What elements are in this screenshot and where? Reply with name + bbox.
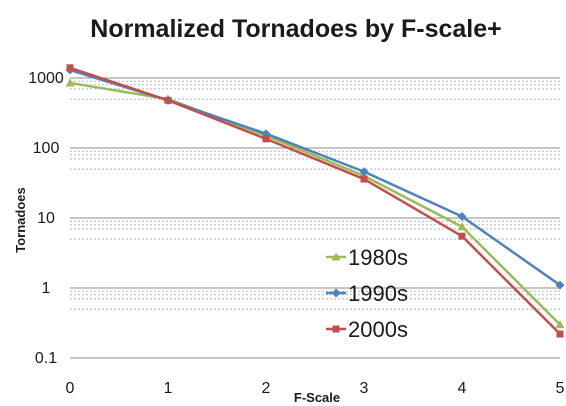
data-point xyxy=(332,325,340,333)
data-point xyxy=(457,212,467,222)
x-tick-label: 1 xyxy=(164,380,173,397)
legend: 1980s 1990s 2000s xyxy=(326,245,408,342)
legend-entry: 1990s xyxy=(326,281,408,306)
data-point xyxy=(556,330,564,338)
y-tick-label: 0.1 xyxy=(35,350,57,367)
x-tick-labels: 0 1 2 3 4 5 xyxy=(66,380,565,397)
data-point xyxy=(555,280,565,290)
legend-label: 1980s xyxy=(348,245,408,270)
y-tick-label: 100 xyxy=(33,140,60,157)
x-tick-label: 3 xyxy=(360,380,369,397)
y-tick-label: 10 xyxy=(37,210,55,227)
x-tick-label: 0 xyxy=(66,380,75,397)
series-1980s xyxy=(65,78,565,329)
chart-title: Normalized Tornadoes by F-scale+ xyxy=(90,15,501,43)
series-2000s xyxy=(66,64,564,338)
y-tick-labels: 1000 100 10 1 0.1 xyxy=(28,70,64,367)
data-point xyxy=(65,78,75,87)
series-line xyxy=(69,66,561,335)
data-point xyxy=(457,222,467,231)
x-tick-label: 4 xyxy=(458,380,467,397)
x-tick-label: 5 xyxy=(556,380,565,397)
y-axis-label: Tornadoes xyxy=(13,187,28,253)
legend-label: 2000s xyxy=(348,317,408,342)
y-tick-label: 1000 xyxy=(28,70,64,87)
legend-entry: 2000s xyxy=(326,317,408,342)
data-point xyxy=(331,252,341,261)
data-point xyxy=(66,64,74,72)
data-point xyxy=(360,175,368,183)
data-point xyxy=(359,167,369,177)
data-point xyxy=(164,96,172,104)
legend-entry: 1980s xyxy=(326,245,408,270)
data-point xyxy=(331,288,341,298)
x-axis-label: F-Scale xyxy=(294,390,340,405)
data-point xyxy=(262,135,270,143)
legend-label: 1990s xyxy=(348,281,408,306)
x-tick-label: 2 xyxy=(262,380,271,397)
data-point xyxy=(458,232,466,240)
y-tick-label: 1 xyxy=(42,280,51,297)
series-lines xyxy=(65,64,565,338)
data-point xyxy=(555,320,565,329)
gridlines xyxy=(70,77,560,359)
